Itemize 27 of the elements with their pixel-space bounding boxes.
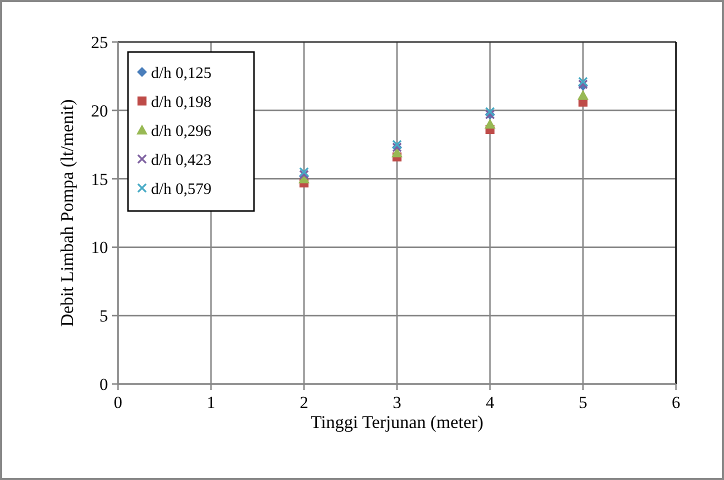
- legend-label: d/h 0,296: [151, 123, 212, 140]
- legend-label: d/h 0,198: [151, 94, 212, 111]
- legend-label: d/h 0,579: [151, 181, 212, 198]
- x-tick-label: 2: [300, 393, 308, 412]
- point: [485, 106, 495, 117]
- y-tick-label: 5: [100, 306, 108, 326]
- y-tick-label: 10: [91, 238, 108, 258]
- x-tick-label: 6: [672, 393, 680, 412]
- point: [578, 76, 588, 87]
- y-tick-label: 0: [100, 375, 108, 394]
- y-tick-label: 15: [91, 170, 108, 189]
- y-tick-label: 25: [91, 33, 108, 52]
- point: [299, 167, 309, 177]
- x-tick-label: 3: [392, 393, 402, 412]
- point: [578, 90, 588, 100]
- x-tick-label: 5: [578, 393, 588, 412]
- x-tick-label: 0: [114, 393, 122, 412]
- x-tick-label: 1: [206, 393, 216, 412]
- legend-label: d/h 0,423: [151, 152, 212, 169]
- x-tick-label: 4: [486, 393, 495, 412]
- point: [484, 118, 496, 129]
- x-axis-title: Tinggi Terjunan (meter): [310, 412, 484, 432]
- point: [392, 147, 402, 158]
- y-tick-label: 20: [91, 101, 108, 120]
- y-axis-title: Debit Limbah Pompa (lt/menit): [57, 99, 77, 327]
- point: [392, 140, 402, 150]
- legend-label: d/h 0,125: [151, 65, 212, 82]
